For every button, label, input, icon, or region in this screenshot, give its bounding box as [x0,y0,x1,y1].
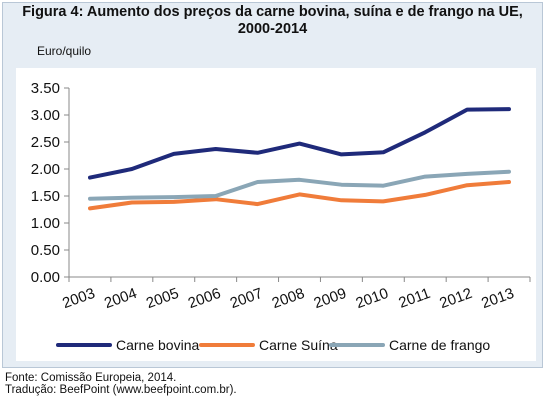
x-tick-label: 2012 [437,285,474,312]
x-tick-label: 2005 [144,285,181,312]
x-tick-label: 2011 [396,285,432,312]
x-tick-label: 2004 [102,285,139,312]
legend: Carne bovina Carne Suína Carne de frango [56,337,490,353]
source-note: Fonte: Comissão Europeia, 2014. [5,372,177,384]
series-lines [88,107,511,211]
x-tick-label: 2010 [354,285,391,312]
y-tick-label: 3.50 [31,80,60,97]
figure-title-line-1: Figura 4: Aumento dos preços da carne bo… [22,4,523,20]
y-tick-label: 3.00 [31,107,60,124]
axes [68,88,530,278]
y-tick-label: 1.00 [31,215,60,232]
y-tick-label: 2.50 [31,134,60,151]
x-tick-label: 2007 [228,285,265,312]
chart-panel [16,68,536,361]
series-line-carne-suína [88,180,511,211]
x-axis-ticks: 2003 2004 2005 2006 2007 2008 2009 2010 2011 2012… [60,277,531,312]
series-line-carne-bovina [88,107,511,180]
y-tick-label: 2.00 [31,161,60,178]
x-tick-label: 2003 [60,285,97,312]
unit-label: Euro/quilo [37,44,92,58]
y-tick-label: 1.50 [31,188,60,205]
figure-title: Figura 4: Aumento dos preços da carne bo… [2,4,543,38]
x-tick-label: 2008 [270,285,307,312]
y-tick-label: 0.50 [31,242,60,259]
series-line-carne-de-frango [88,169,511,201]
translation-note: Tradução: BeefPoint (www.beefpoint.com.b… [5,384,237,396]
figure-title-line-2: 2000-2014 [237,21,308,37]
x-tick-label: 2006 [186,285,223,312]
y-tick-label: 0.00 [31,269,60,286]
x-tick-label: 2009 [312,285,349,312]
legend-label: Carne bovina [116,337,199,353]
legend-label: Carne de frango [389,337,490,353]
y-axis-ticks: 0.00 0.50 1.00 1.50 2.00 2.50 3.00 3.50 [31,80,69,286]
x-tick-label: 2013 [479,285,516,312]
legend-label: Carne Suína [259,337,338,353]
